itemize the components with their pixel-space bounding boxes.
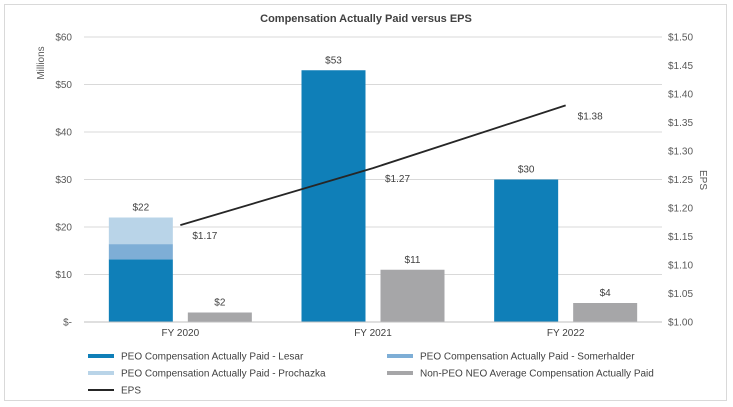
y-right-axis-label: EPS (697, 170, 708, 190)
y-left-tick-label: $- (63, 318, 72, 329)
y-right-tick-label: $1.45 (668, 61, 693, 72)
non-peo-bar (573, 303, 638, 322)
y-left-axis-label: Millions (36, 46, 47, 79)
chart-title: Compensation Actually Paid versus EPS (260, 13, 472, 25)
stacked-total-label: $22 (132, 203, 149, 214)
stacked-bar-segment (494, 179, 559, 322)
y-right-tick-label: $1.00 (668, 318, 693, 329)
y-right-tick-label: $1.20 (668, 204, 693, 215)
eps-point-label: $1.27 (385, 174, 410, 185)
y-left-tick-label: $20 (55, 223, 72, 234)
legend-swatch (88, 371, 114, 375)
stacked-bar-segment (301, 70, 366, 322)
y-right-tick-label: $1.35 (668, 118, 693, 129)
non-peo-bar-label: $4 (600, 288, 612, 299)
y-right-tick-label: $1.50 (668, 33, 693, 44)
x-tick-label: FY 2021 (354, 328, 392, 339)
y-left-tick-label: $60 (55, 33, 72, 44)
y-right-tick-label: $1.30 (668, 147, 693, 158)
stacked-bar-segment (108, 244, 173, 260)
y-left-tick-label: $50 (55, 80, 72, 91)
x-tick-label: FY 2020 (162, 328, 200, 339)
non-peo-bar (187, 312, 252, 322)
y-right-tick-label: $1.10 (668, 261, 693, 272)
stacked-total-label: $30 (518, 165, 535, 176)
y-right-tick-label: $1.40 (668, 90, 693, 101)
legend-label: Non-PEO NEO Average Compensation Actuall… (420, 369, 654, 380)
legend-swatch (387, 371, 413, 375)
legend-swatch (387, 354, 413, 358)
non-peo-bar-label: $2 (214, 298, 226, 309)
y-left-tick-label: $10 (55, 270, 72, 281)
stacked-bar-segment (108, 259, 173, 322)
y-right-tick-label: $1.05 (668, 289, 693, 300)
y-left-tick-label: $30 (55, 175, 72, 186)
y-right-tick-label: $1.15 (668, 232, 693, 243)
y-left-tick-label: $40 (55, 128, 72, 139)
stacked-total-label: $53 (325, 55, 342, 66)
legend-swatch (88, 354, 114, 358)
legend-label: PEO Compensation Actually Paid - Somerha… (420, 352, 635, 363)
non-peo-bar (380, 269, 445, 322)
legend-label: PEO Compensation Actually Paid - Prochaz… (121, 369, 326, 380)
y-right-tick-label: $1.25 (668, 175, 693, 186)
stacked-bar-segment (108, 217, 173, 245)
x-tick-label: FY 2022 (547, 328, 585, 339)
non-peo-bar-label: $11 (405, 255, 421, 266)
legend-label: EPS (121, 386, 141, 397)
eps-point-label: $1.38 (578, 111, 603, 122)
eps-point-label: $1.17 (192, 231, 217, 242)
eps-line (180, 104, 566, 226)
legend-label: PEO Compensation Actually Paid - Lesar (121, 352, 304, 363)
